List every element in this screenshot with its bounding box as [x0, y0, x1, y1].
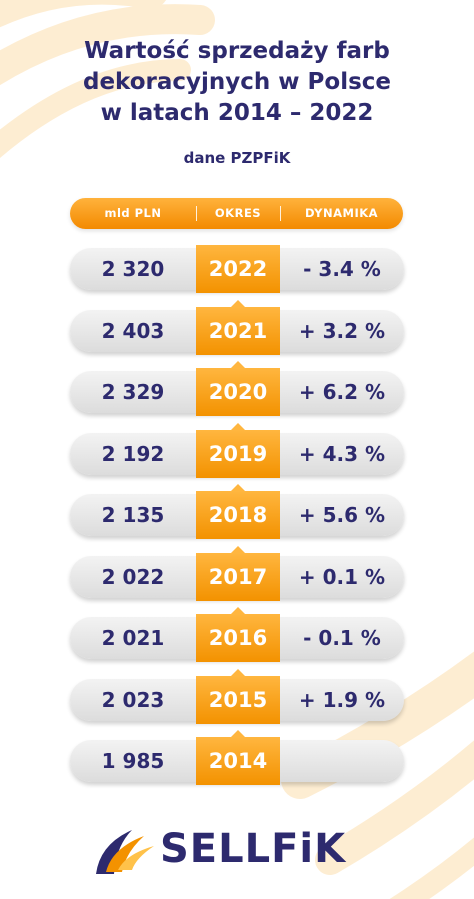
- row-dynamics: - 3.4 %: [303, 257, 381, 281]
- row-year: 2014: [196, 730, 280, 785]
- up-arrow-icon: [230, 730, 246, 738]
- logo-wordmark: SELLFiK: [160, 826, 347, 872]
- row-dynamics: + 4.3 %: [298, 441, 386, 466]
- header-dynamics: DYNAMIKA: [304, 206, 379, 220]
- row-dynamics: + 1.9 %: [298, 687, 386, 712]
- row-year: 2015: [196, 668, 280, 724]
- page-title: Wartość sprzedaży farb dekoracyjnych w P…: [0, 36, 474, 129]
- row-year-label: 2017: [208, 564, 268, 589]
- row-value: 2 023: [101, 687, 165, 712]
- row-year-label: 2020: [208, 380, 268, 404]
- table-row: 2 021 2016 - 0.1 %: [70, 607, 404, 662]
- row-dynamics: + 5.6 %: [298, 503, 386, 527]
- row-dynamics: - 0.1 %: [303, 626, 381, 650]
- row-year: 2021: [196, 299, 280, 355]
- row-dynamics: + 3.2 %: [298, 318, 386, 343]
- header-separator: [280, 206, 281, 221]
- source-subtitle: dane PZPFiK: [183, 149, 291, 167]
- header-period: OKRES: [214, 206, 262, 220]
- table-row: 2 403 2021 + 3.2 %: [70, 299, 404, 355]
- table-header: mld PLN OKRES DYNAMIKA: [70, 198, 403, 229]
- row-value: 2 022: [101, 564, 165, 589]
- row-value: 2 320: [101, 257, 165, 281]
- up-arrow-icon: [230, 607, 246, 615]
- row-year: 2017: [196, 545, 280, 601]
- row-year-label: 2014: [208, 749, 268, 773]
- header-value: mld PLN: [104, 206, 162, 220]
- row-value: 2 329: [101, 380, 165, 404]
- row-dynamics: + 0.1 %: [298, 564, 386, 589]
- row-year-label: 2022: [208, 257, 268, 281]
- row-year: 2016: [196, 607, 280, 662]
- row-year: 2018: [196, 484, 280, 539]
- up-arrow-icon: [230, 668, 246, 677]
- row-year-label: 2021: [208, 318, 268, 343]
- row-value: 2 021: [101, 626, 165, 650]
- row-year: 2019: [196, 422, 280, 478]
- row-year: 2022: [196, 245, 280, 293]
- title-line-1: Wartość sprzedaży farb: [84, 38, 390, 64]
- title-line-2: dekoracyjnych w Polsce: [82, 69, 392, 95]
- row-value: 2 403: [101, 318, 165, 343]
- row-dynamics: [280, 740, 404, 782]
- row-year-label: 2016: [208, 626, 268, 650]
- up-arrow-icon: [230, 422, 246, 431]
- row-dynamics: + 6.2 %: [298, 380, 386, 404]
- table-row: 2 135 2018 + 5.6 %: [70, 484, 404, 539]
- sellfik-logo: SELLFiK: [92, 822, 372, 882]
- table-row: 2 023 2015 + 1.9 %: [70, 668, 404, 724]
- row-value: 2 135: [101, 503, 165, 527]
- table-row: 2 320 2022 - 3.4 %: [70, 245, 404, 293]
- table-row: 2 192 2019 + 4.3 %: [70, 422, 404, 478]
- sellfik-logo-icon: [96, 830, 154, 874]
- row-year-label: 2015: [208, 687, 268, 712]
- row-year: 2020: [196, 361, 280, 416]
- up-arrow-icon: [230, 361, 246, 369]
- up-arrow-icon: [230, 545, 246, 554]
- up-arrow-icon: [230, 299, 246, 308]
- table-row: 2 022 2017 + 0.1 %: [70, 545, 404, 601]
- header-separator: [196, 206, 197, 221]
- table-row: 1 985 2014: [70, 730, 404, 785]
- up-arrow-icon: [230, 484, 246, 492]
- row-value: 2 192: [101, 441, 165, 466]
- row-year-label: 2019: [208, 441, 268, 466]
- row-value: 1 985: [101, 749, 165, 773]
- table-row: 2 329 2020 + 6.2 %: [70, 361, 404, 416]
- row-year-label: 2018: [208, 503, 268, 527]
- title-line-3: w latach 2014 – 2022: [100, 100, 374, 126]
